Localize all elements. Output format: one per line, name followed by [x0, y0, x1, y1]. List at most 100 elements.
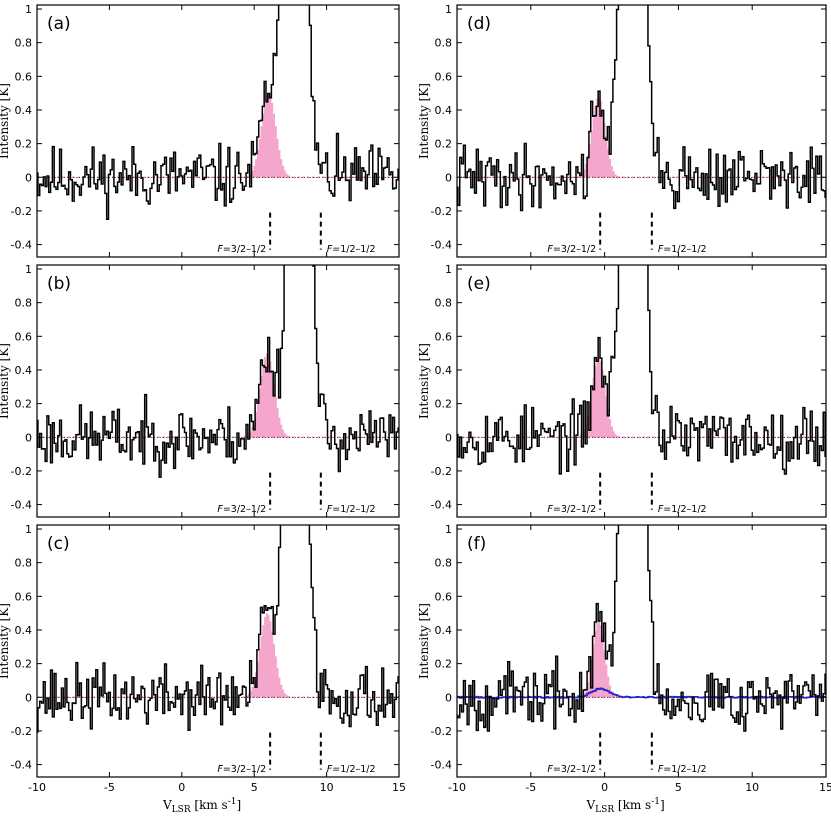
hfs-label: F=3/2–1/2 — [217, 244, 266, 255]
model-profile — [37, 613, 399, 698]
panel-frame — [36, 4, 400, 258]
x-tick-label: 5 — [251, 781, 258, 794]
plot-area — [457, 265, 826, 475]
panel-b: -0.4 -0.2 0 0.2 0.4 0.6 0.8 1 Intensity [K] (b) F=… — [0, 263, 400, 518]
panel-e: -0.4 -0.2 0 0.2 0.4 0.6 0.8 1 Intensity [K] (e) F=… — [417, 263, 827, 518]
y-tick-label: 0.4 — [435, 364, 453, 377]
y-tick-label: 0.4 — [15, 104, 33, 117]
y-tick-label: 0.2 — [15, 138, 33, 151]
panel-d: -0.4 -0.2 0 0.2 0.4 0.6 0.8 1 Intensity [K] (d) F=… — [417, 3, 827, 258]
y-tick-label: 0.4 — [15, 624, 33, 637]
plot-area — [37, 265, 399, 478]
y-tick-label: -0.4 — [431, 499, 452, 512]
y-tick-label: -0.2 — [431, 465, 452, 478]
y-tick-label: -0.4 — [11, 499, 32, 512]
x-axis-label: VLSR [km s-1] — [162, 797, 241, 815]
hfs-label: F=3/2–1/2 — [217, 504, 266, 515]
y-tick-label: -0.4 — [431, 759, 452, 772]
hfs-label: F=1/2–1/2 — [327, 244, 376, 255]
y-tick-label: 0.2 — [15, 398, 33, 411]
hfs-label: F=1/2–1/2 — [327, 504, 376, 515]
x-tick-label: -10 — [28, 781, 46, 794]
y-tick-label: 0.8 — [435, 297, 453, 310]
panel-frame — [36, 264, 400, 518]
y-tick-label: 0.2 — [435, 138, 453, 151]
observed-spectrum — [37, 525, 399, 733]
y-axis-label: Intensity [K] — [417, 603, 431, 679]
y-tick-label: -0.4 — [11, 239, 32, 252]
y-axis-label: Intensity [K] — [0, 83, 11, 159]
y-tick-label: -0.4 — [11, 759, 32, 772]
y-tick-label: 0 — [25, 431, 32, 444]
panel-frame — [456, 264, 827, 518]
y-tick-label: -0.2 — [11, 725, 32, 738]
hfs-label: F=3/2–1/2 — [547, 764, 596, 775]
hfs-label: F=3/2–1/2 — [217, 764, 266, 775]
y-tick-label: 0 — [25, 691, 32, 704]
x-tick-label: -5 — [104, 781, 115, 794]
y-axis-label: Intensity [K] — [0, 343, 11, 419]
x-tick-label: 15 — [392, 781, 406, 794]
y-tick-label: 0.2 — [435, 658, 453, 671]
model-profile — [37, 353, 399, 438]
y-tick-label: 0.6 — [15, 330, 33, 343]
plot-area — [37, 5, 399, 220]
panel-label: (a) — [47, 14, 71, 34]
observed-spectrum — [37, 5, 399, 220]
y-tick-label: 0.8 — [435, 557, 453, 570]
y-tick-label: 0.2 — [435, 398, 453, 411]
panel-label: (b) — [47, 274, 71, 294]
y-tick-label: 0.2 — [15, 658, 33, 671]
y-tick-label: 0 — [25, 171, 32, 184]
y-tick-label: 0 — [445, 431, 452, 444]
y-tick-label: 1 — [445, 263, 452, 276]
y-tick-label: -0.2 — [431, 725, 452, 738]
y-tick-label: 0.6 — [435, 590, 453, 603]
y-tick-label: 0.6 — [435, 70, 453, 83]
panel-frame — [36, 524, 400, 778]
y-tick-label: 0.8 — [435, 37, 453, 50]
y-tick-label: 0.8 — [15, 297, 33, 310]
model-profile — [37, 93, 399, 178]
observed-spectrum — [457, 525, 826, 732]
y-tick-label: -0.2 — [11, 465, 32, 478]
panel-label: (d) — [467, 14, 491, 34]
y-tick-label: 0.4 — [15, 364, 33, 377]
model-profile — [457, 356, 826, 438]
y-tick-label: 0.6 — [15, 590, 33, 603]
x-tick-label: 10 — [745, 781, 759, 794]
blue-model-profile — [457, 687, 826, 699]
y-axis-label: Intensity [K] — [417, 343, 431, 419]
y-tick-label: 1 — [445, 523, 452, 536]
plot-area — [457, 525, 826, 732]
hfs-label: F=1/2–1/2 — [327, 764, 376, 775]
y-tick-label: 0.4 — [435, 624, 453, 637]
y-tick-label: 0.4 — [435, 104, 453, 117]
y-tick-label: -0.4 — [431, 239, 452, 252]
plot-area — [457, 5, 826, 212]
y-tick-label: 0.6 — [15, 70, 33, 83]
plot-area — [37, 525, 399, 733]
hfs-label: F=1/2–1/2 — [658, 504, 707, 515]
y-axis-label: Intensity [K] — [417, 83, 431, 159]
y-tick-label: -0.2 — [11, 205, 32, 218]
x-tick-label: 10 — [320, 781, 334, 794]
panel-f: -0.4 -0.2 0 0.2 0.4 0.6 0.8 1 -10 -5 0 5 10 15 Intensi… — [417, 523, 831, 815]
hfs-label: F=1/2–1/2 — [658, 764, 707, 775]
panel-frame — [456, 524, 827, 778]
panel-label: (c) — [47, 534, 70, 554]
y-tick-label: 0 — [445, 691, 452, 704]
observed-spectrum — [457, 5, 826, 212]
panel-frame — [456, 4, 827, 258]
x-tick-label: -5 — [525, 781, 536, 794]
observed-spectrum — [457, 265, 826, 475]
hfs-label: F=3/2–1/2 — [547, 244, 596, 255]
observed-spectrum — [37, 265, 399, 478]
panel-a: -0.4 -0.2 0 0.2 0.4 0.6 0.8 1 Intensity [K] (a) F=… — [0, 3, 400, 258]
x-tick-label: 0 — [601, 781, 608, 794]
y-tick-label: 1 — [25, 263, 32, 276]
y-tick-label: 0.6 — [435, 330, 453, 343]
y-tick-label: 0.8 — [15, 557, 33, 570]
y-tick-label: -0.2 — [431, 205, 452, 218]
